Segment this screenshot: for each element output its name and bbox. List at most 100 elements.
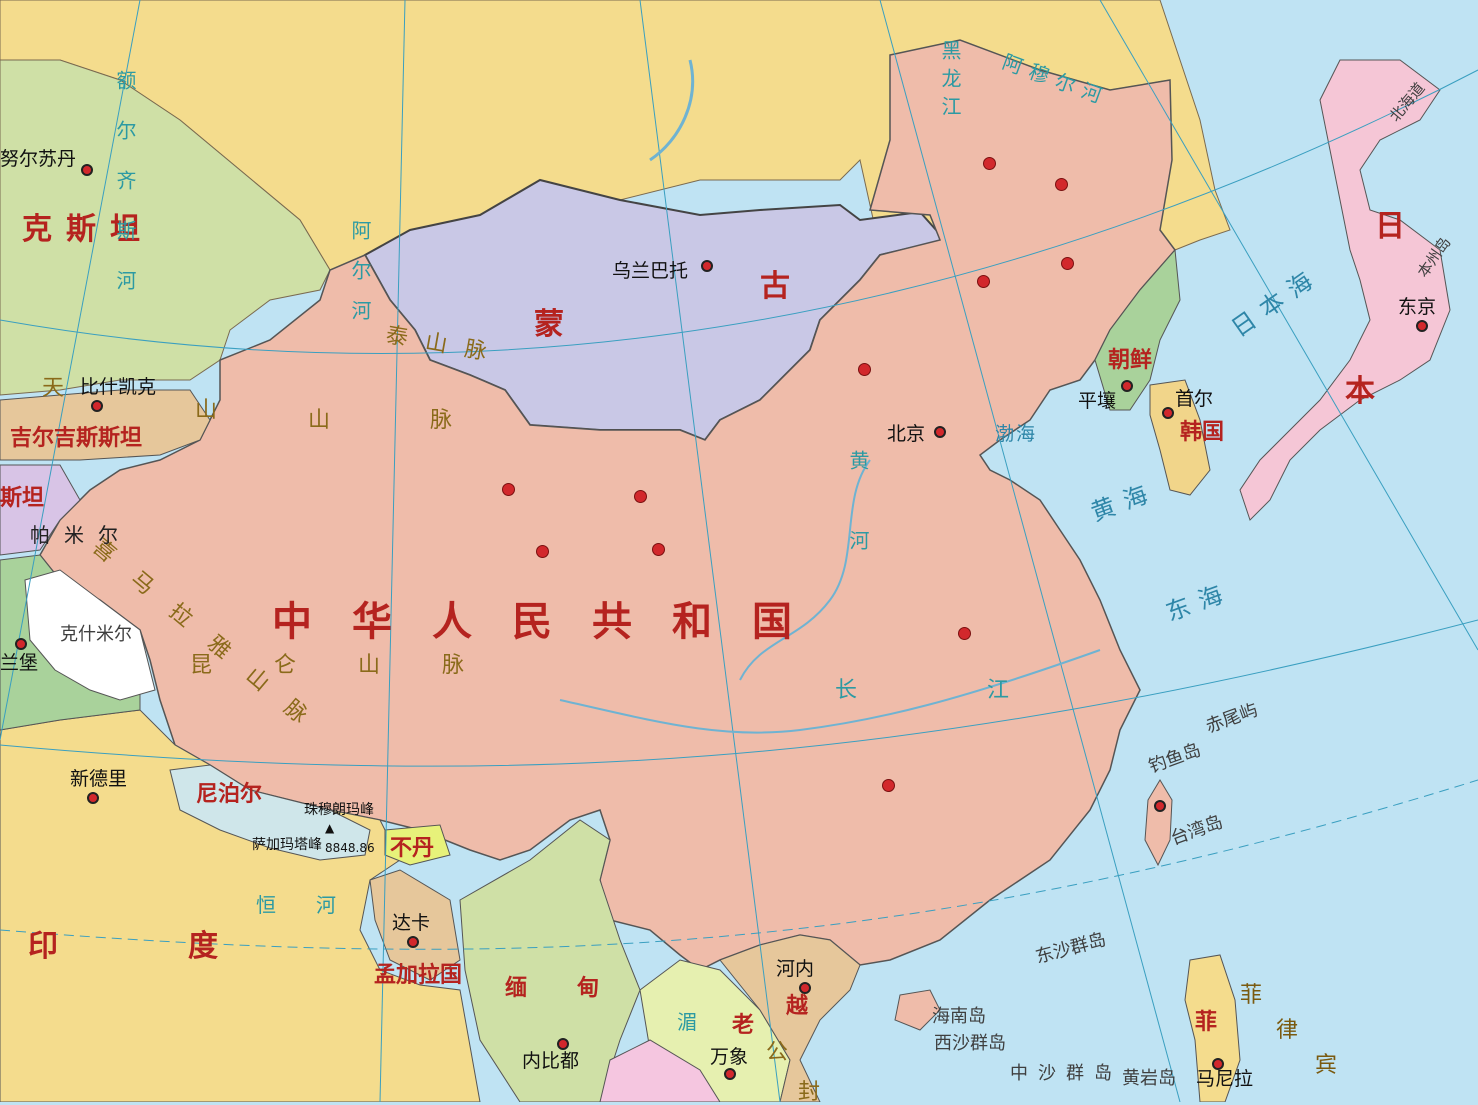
- river-yellow: 黄河: [846, 450, 870, 610]
- river-mekong: 湄: [677, 1010, 705, 1034]
- everest-alt-label: 萨加玛塔峰: [252, 837, 322, 853]
- capital-dot: [724, 1068, 736, 1080]
- sea-bohai: 渤海: [995, 423, 1038, 445]
- everest-label: 珠穆朗玛峰: [304, 802, 374, 818]
- tajikistan-label: 斯坦: [0, 486, 45, 511]
- marker-dot[interactable]: [634, 490, 647, 503]
- marker-dot[interactable]: [652, 543, 665, 556]
- capital-dot: [1212, 1058, 1224, 1070]
- capital-dot: [91, 400, 103, 412]
- bangladesh-land: [369, 869, 461, 981]
- bhutan-land: [384, 824, 451, 866]
- city-islamabad: 兰堡: [0, 652, 39, 674]
- capital-dot: [934, 426, 946, 438]
- marker-dot[interactable]: [1055, 178, 1068, 191]
- marker-dot[interactable]: [502, 483, 515, 496]
- yellow-river: [739, 459, 871, 681]
- city-pyongyang: 平壤: [1078, 390, 1117, 412]
- capital-dot: [701, 260, 713, 272]
- kazakhstan-land: [0, 59, 331, 396]
- xisha-label: 西沙群岛: [934, 1033, 1006, 1054]
- capital-dot: [799, 982, 811, 994]
- tropic-line: [0, 779, 1478, 950]
- japan-land: [1239, 59, 1451, 521]
- capital-dot: [1121, 380, 1133, 392]
- philippines-bin: 宾: [1315, 1053, 1338, 1078]
- myanmar-label: 缅甸: [505, 976, 650, 1001]
- china-land: [39, 39, 1176, 971]
- city-hanoi: 河内: [776, 958, 815, 980]
- china-label: 中华人民共和国: [272, 599, 832, 645]
- everest-height: 8848.86: [325, 841, 375, 855]
- city-vientiane: 万象: [710, 1046, 749, 1068]
- river-altai: 阿尔河: [348, 220, 372, 340]
- japan-label-1: 日: [1375, 209, 1419, 244]
- yangtze-river: [559, 649, 1101, 734]
- vietnam-land: [719, 934, 861, 1102]
- kyrgyzstan-label: 吉尔吉斯斯坦: [10, 426, 143, 451]
- city-tokyo: 东京: [1398, 296, 1437, 318]
- river-irtysh: 额尔齐斯河: [113, 70, 137, 320]
- marker-dot[interactable]: [882, 779, 895, 792]
- capital-dot: [1416, 320, 1428, 332]
- city-beijing: 北京: [887, 423, 926, 445]
- mongolia-label-1: 蒙: [534, 307, 578, 342]
- city-bishkek: 比什凯克: [80, 376, 157, 398]
- south-korea-label: 韩国: [1180, 420, 1225, 445]
- graticule-line: [1099, 0, 1478, 651]
- tajikistan-land: [0, 464, 81, 556]
- graticule-line: [879, 0, 1181, 1102]
- river-ganges: 恒河: [256, 893, 376, 917]
- mongolia-label-2: 古: [760, 269, 804, 304]
- hainan-label: 海南岛: [932, 1006, 986, 1027]
- kyrgyzstan-land: [0, 389, 211, 461]
- graticule-line: [0, 619, 1478, 767]
- marker-dot[interactable]: [983, 157, 996, 170]
- mountain-kunlun: 昆仑山脉: [190, 653, 527, 678]
- india-label: 印度: [28, 929, 348, 964]
- mountain-tianshan: 山脉: [308, 408, 553, 433]
- graticule-line: [0, 69, 1478, 355]
- kazakhstan-label: 克斯坦: [22, 212, 154, 247]
- mountain-shan: 山: [195, 398, 236, 423]
- graticule-line: [0, 0, 141, 741]
- north-korea-label: 朝鲜: [1108, 348, 1153, 373]
- marker-dot[interactable]: [858, 363, 871, 376]
- capital-dot: [1162, 407, 1174, 419]
- kashmir-label: 克什米尔: [60, 624, 132, 645]
- river-heilongjiang: 黑龙江: [938, 40, 962, 124]
- thailand-land: [599, 1039, 721, 1102]
- huangyan-label: 黄岩岛: [1122, 1068, 1176, 1089]
- marker-dot[interactable]: [977, 275, 990, 288]
- philippines-fei: 菲: [1240, 983, 1263, 1008]
- vietnam-gong: 公: [766, 1040, 789, 1065]
- philippines-label: 菲: [1195, 1010, 1218, 1035]
- kashmir-land: [24, 569, 156, 701]
- mountain-tian: 天: [42, 376, 83, 401]
- graticule-line: [639, 0, 781, 1102]
- everest-marker: ▲: [325, 821, 335, 835]
- city-dhaka: 达卡: [392, 912, 431, 934]
- city-new-delhi: 新德里: [70, 768, 128, 790]
- capital-dot: [407, 936, 419, 948]
- north-korea-land: [1094, 248, 1181, 411]
- laos-label: 老: [732, 1013, 755, 1038]
- hainan-land: [894, 989, 941, 1031]
- zhongsha-label: 中沙群岛: [1010, 1063, 1122, 1084]
- capital-dot: [87, 792, 99, 804]
- marker-dot[interactable]: [958, 627, 971, 640]
- taiwan-land: [1144, 779, 1173, 867]
- city-nursultan: 努尔苏丹: [0, 148, 77, 170]
- river-yangtze: 长江: [835, 678, 1140, 703]
- nepal-label: 尼泊尔: [196, 782, 263, 807]
- bhutan-label: 不丹: [390, 836, 435, 861]
- marker-dot[interactable]: [536, 545, 549, 558]
- marker-dot[interactable]: [1061, 257, 1074, 270]
- baikal-lake: [649, 59, 695, 162]
- bangladesh-label: 孟加拉国: [374, 963, 463, 988]
- capital-dot: [557, 1038, 569, 1050]
- japan-label-2: 本: [1345, 374, 1389, 409]
- capital-dot: [1154, 800, 1166, 812]
